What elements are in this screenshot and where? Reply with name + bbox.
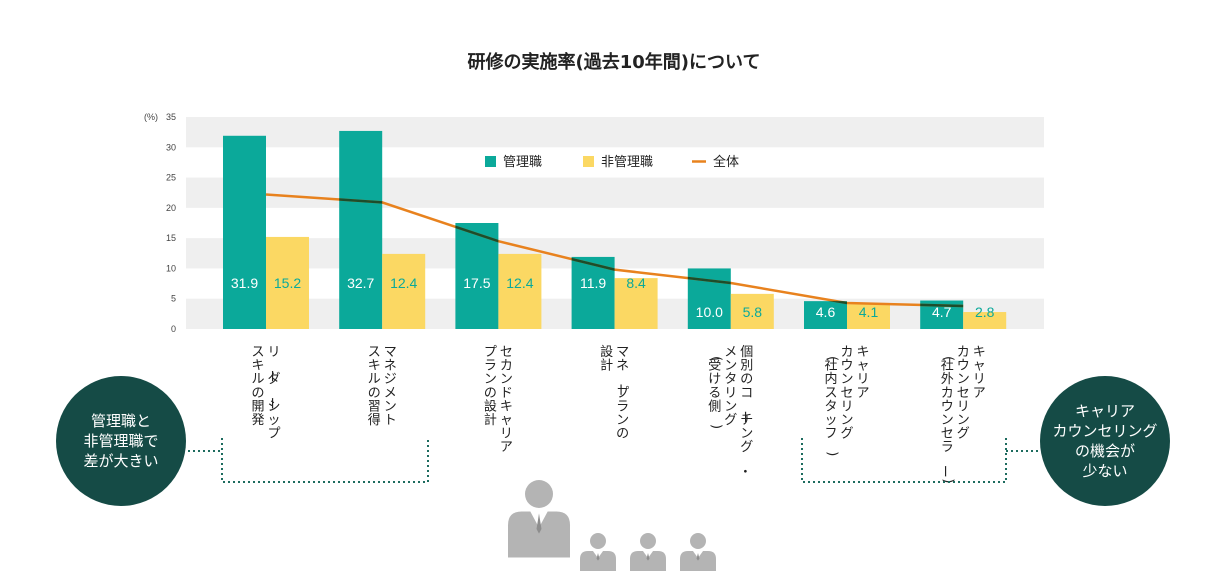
y-tick-label: 5 <box>171 294 176 304</box>
x-tick-label: 設計 <box>600 344 613 374</box>
data-label-non-manager: 15.2 <box>274 275 301 291</box>
data-label-manager: 17.5 <box>463 275 490 291</box>
y-tick-label: 35 <box>166 112 176 122</box>
data-label-manager: 11.9 <box>580 275 606 291</box>
y-tick-label: 15 <box>166 233 176 243</box>
x-tick-label: マネジメント <box>384 345 397 428</box>
data-label-non-manager: 5.8 <box>743 304 763 320</box>
x-tick-label: (受ける側) <box>708 356 723 429</box>
legend-swatch-non-manager <box>583 156 594 167</box>
legend-label-overall: 全体 <box>713 154 739 170</box>
x-tick-label: メンタリング <box>724 345 737 428</box>
x-tick-label: キャリア <box>973 345 986 401</box>
legend-swatch-manager <box>485 156 496 167</box>
grid-band <box>186 177 1044 208</box>
data-label-manager: 10.0 <box>696 304 723 320</box>
bar-non-manager <box>498 253 542 329</box>
callout-text-left: 管理職と <box>91 412 151 430</box>
callout-text-left: 非管理職で <box>83 432 158 450</box>
x-tick-label: リーダーシップ <box>263 345 280 442</box>
callout-text-right: の機会が <box>1075 442 1135 460</box>
data-label-non-manager: 12.4 <box>506 275 533 291</box>
bar-non-manager <box>963 312 1007 329</box>
x-tick-label: キャリア <box>856 345 869 401</box>
bar-manager <box>455 223 499 329</box>
grid-band <box>186 238 1044 269</box>
bar-non-manager <box>730 293 774 329</box>
y-tick-label: 30 <box>166 142 176 152</box>
bracket-left <box>221 438 429 483</box>
person-small-icon <box>580 533 616 571</box>
x-tick-label: セカンドキャリア <box>500 345 513 455</box>
y-tick-label: 20 <box>166 203 176 213</box>
x-tick-label: スキルの習得 <box>368 345 381 428</box>
callout-text-left: 差が大きい <box>83 452 158 470</box>
bar-manager <box>223 135 266 329</box>
legend: 管理職 非管理職 全体 <box>485 154 739 170</box>
data-label-manager: 32.7 <box>347 275 374 291</box>
x-tick-label: (社外カウンセラー) <box>937 356 956 483</box>
callout-text-right: キャリア <box>1075 402 1135 420</box>
person-small-icon <box>680 533 716 571</box>
data-label-non-manager: 8.4 <box>626 275 646 291</box>
person-large-icon <box>508 480 570 558</box>
bar-non-manager <box>847 304 890 329</box>
bar-non-manager <box>614 278 658 329</box>
bar-manager <box>804 301 847 329</box>
x-tick-label: スキルの開発 <box>251 345 264 428</box>
data-label-manager: 31.9 <box>231 275 258 291</box>
data-label-manager: 4.6 <box>816 304 836 320</box>
bar-non-manager <box>266 236 309 329</box>
person-small-icon <box>630 533 666 571</box>
bracket-right <box>801 438 1007 483</box>
people-illustration <box>508 480 716 571</box>
legend-label-manager: 管理職 <box>503 155 542 170</box>
legend-label-non-manager: 非管理職 <box>601 155 653 170</box>
x-tick-label: 個別のコーチング・ <box>736 345 753 478</box>
x-tick-label: (社内スタッフ) <box>824 356 839 456</box>
chart-title: 研修の実施率(過去10年間)について <box>468 51 761 73</box>
grid-band <box>186 117 1044 148</box>
y-tick-label: 25 <box>166 173 176 183</box>
y-unit-label: (%) <box>144 112 158 122</box>
callout-text-right: カウンセリング <box>1052 422 1157 440</box>
y-tick-label: 0 <box>171 324 176 334</box>
x-tick-label: マネープランの <box>612 345 629 442</box>
callout-bubble-left <box>56 376 186 506</box>
x-tick-label: プランの設計 <box>484 345 497 428</box>
x-tick-label: カウンセリング <box>957 345 970 442</box>
x-tick-label: カウンセリング <box>840 345 853 442</box>
y-tick-label: 10 <box>166 263 176 273</box>
callout-text-right: 少ない <box>1082 462 1127 480</box>
data-label-non-manager: 4.1 <box>859 304 879 320</box>
bar-manager <box>339 130 383 329</box>
data-label-non-manager: 12.4 <box>390 275 417 291</box>
bar-non-manager <box>382 253 426 329</box>
callout-bubble-right <box>1040 376 1170 506</box>
data-label-manager: 4.7 <box>932 304 952 320</box>
data-label-non-manager: 2.8 <box>975 304 995 320</box>
